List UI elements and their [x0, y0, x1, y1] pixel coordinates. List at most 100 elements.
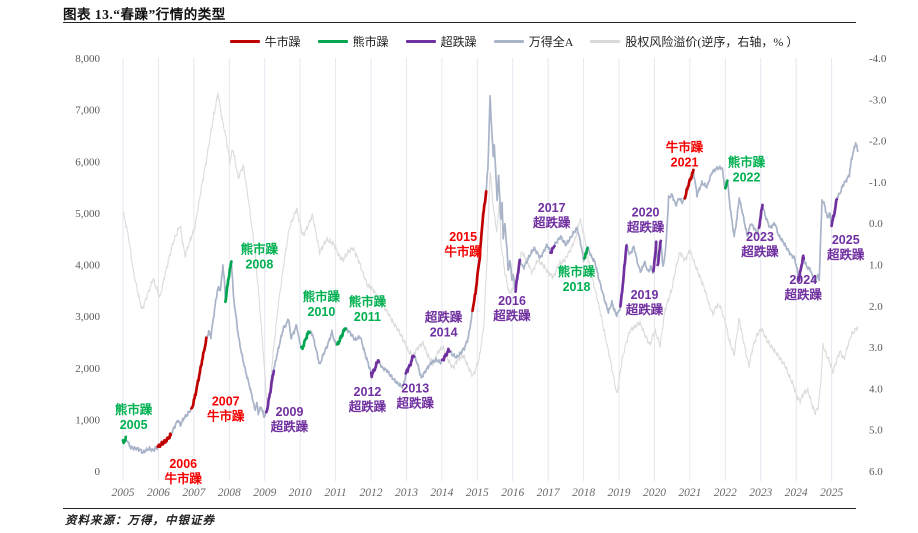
- legend-label: 股权风险溢价(逆序，右轴，% ）: [625, 35, 799, 49]
- x-tick-2010: 2010: [289, 487, 312, 499]
- y-right-tick: 1.0: [869, 260, 883, 272]
- annotation-2007: 2007 牛市躁: [207, 395, 245, 424]
- y-right-tick: 2.0: [869, 301, 883, 313]
- x-tick-2024: 2024: [785, 487, 808, 499]
- annotation-2020: 2020 超跌躁: [626, 206, 665, 235]
- x-tick-2005: 2005: [112, 487, 135, 499]
- rally-segment-2012: [369, 359, 381, 379]
- rally-segment-2018: [582, 246, 589, 260]
- rally-segment-2020a: [652, 240, 658, 273]
- x-tick-2013: 2013: [395, 487, 418, 499]
- annotation-2012: 2012 超跌躁: [348, 385, 387, 414]
- y-right-tick: 6.0: [869, 466, 883, 478]
- rally-segment-2025: [830, 197, 839, 228]
- rally-segment-2010: [300, 330, 311, 351]
- legend-label: 万得全A: [528, 35, 574, 49]
- legend-item-4: 股权风险溢价(逆序，右轴，% ）: [590, 33, 798, 50]
- rally-segment-2007: [190, 336, 208, 410]
- rally-segment-2009: [264, 369, 276, 414]
- x-tick-2015: 2015: [466, 487, 489, 499]
- legend-item-1: 熊市躁: [317, 33, 389, 50]
- annotation-2015: 2015 牛市躁: [444, 230, 482, 259]
- rally-segment-2024: [797, 254, 806, 282]
- x-tick-2023: 2023: [749, 487, 772, 499]
- y-left-tick: 7,000: [75, 105, 100, 117]
- x-tick-2009: 2009: [253, 487, 276, 499]
- annotation-2025: 2025 超跌躁: [826, 233, 865, 262]
- legend-label: 牛市躁: [264, 35, 301, 49]
- annotation-2006: 2006 牛市躁: [164, 457, 202, 486]
- annotation-2013: 2013 超跌躁: [396, 382, 435, 411]
- legend-label: 超跌躁: [440, 35, 477, 49]
- rally-segment-2017: [549, 244, 556, 255]
- chart-title: 图表 13.“春躁”行情的类型: [63, 7, 226, 22]
- annotation-2019: 2019 超跌躁: [625, 288, 664, 317]
- rally-segment-2022: [723, 179, 729, 190]
- x-tick-2006: 2006: [147, 487, 170, 499]
- annotation-2009: 2009 超跌躁: [270, 405, 309, 434]
- annotation-2005: 熊市躁 2005: [115, 402, 153, 432]
- rally-segment-2006: [156, 432, 173, 449]
- legend-swatch-icon: [493, 40, 524, 43]
- rally-segment-2023: [757, 203, 764, 230]
- rally-segment-2011: [336, 327, 348, 346]
- x-tick-2022: 2022: [714, 487, 737, 499]
- y-right-tick: -4.0: [869, 53, 887, 65]
- annotation-2011: 熊市躁 2011: [349, 294, 387, 324]
- x-tick-2011: 2011: [325, 487, 347, 499]
- y-right-tick: -1.0: [869, 177, 887, 189]
- rally-segment-2019: [619, 244, 628, 308]
- x-tick-2018: 2018: [572, 487, 595, 499]
- y-right-tick: 0.0: [869, 218, 883, 230]
- y-left-tick: 1,000: [75, 414, 100, 426]
- x-tick-2014: 2014: [430, 487, 453, 499]
- annotation-2022: 熊市躁 2022: [728, 155, 766, 185]
- index-line: [122, 94, 859, 455]
- legend-swatch-icon: [590, 40, 621, 43]
- x-tick-2007: 2007: [182, 487, 206, 499]
- rally-segment-2013: [404, 354, 416, 375]
- rally-segment-2015: [471, 189, 488, 313]
- y-left-tick: 4,000: [75, 260, 100, 272]
- y-left-tick: 0: [95, 466, 101, 478]
- x-tick-2025: 2025: [820, 487, 843, 499]
- rally-segment-2008: [224, 260, 233, 304]
- source-note: 资料来源：万得，中银证券: [65, 515, 215, 527]
- y-left-tick: 2,000: [75, 363, 100, 375]
- legend-swatch-icon: [229, 40, 260, 43]
- y-right-tick: 4.0: [869, 383, 883, 395]
- annotation-2021: 牛市躁 2021: [666, 140, 704, 170]
- annotation-2008: 熊市躁 2008: [241, 241, 279, 271]
- annotation-2010: 熊市躁 2010: [303, 289, 341, 319]
- y-left-tick: 3,000: [75, 311, 100, 323]
- rally-segment-2021: [683, 168, 695, 200]
- erp-line: [122, 92, 859, 416]
- y-left-tick: 6,000: [75, 156, 100, 168]
- annotation-2016: 2016 超跌躁: [492, 294, 531, 323]
- x-tick-2020: 2020: [643, 487, 666, 499]
- annotation-2024: 2024 超跌躁: [783, 273, 822, 302]
- legend-swatch-icon: [317, 40, 348, 43]
- legend-item-2: 超跌躁: [405, 33, 477, 50]
- legend-label: 熊市躁: [352, 35, 389, 49]
- y-right-tick: -2.0: [869, 136, 887, 148]
- x-tick-2008: 2008: [218, 487, 241, 499]
- rally-segment-2020b: [656, 239, 663, 267]
- y-right-tick: -3.0: [869, 94, 887, 106]
- y-left-tick: 8,000: [75, 53, 100, 65]
- x-tick-2019: 2019: [608, 487, 631, 499]
- x-tick-2017: 2017: [537, 487, 561, 499]
- rally-segment-2005: [121, 435, 128, 445]
- x-tick-2012: 2012: [360, 487, 383, 499]
- footer-rule: [63, 508, 856, 509]
- y-right-tick: 3.0: [869, 342, 883, 354]
- annotation-2018: 熊市躁 2018: [558, 264, 596, 294]
- x-tick-2021: 2021: [678, 487, 701, 499]
- annotation-2014: 超跌躁 2014: [424, 309, 463, 339]
- legend-item-0: 牛市躁: [229, 33, 301, 50]
- title-rule: [63, 22, 856, 23]
- x-tick-2016: 2016: [501, 487, 524, 499]
- annotation-2017: 2017 超跌躁: [532, 201, 571, 230]
